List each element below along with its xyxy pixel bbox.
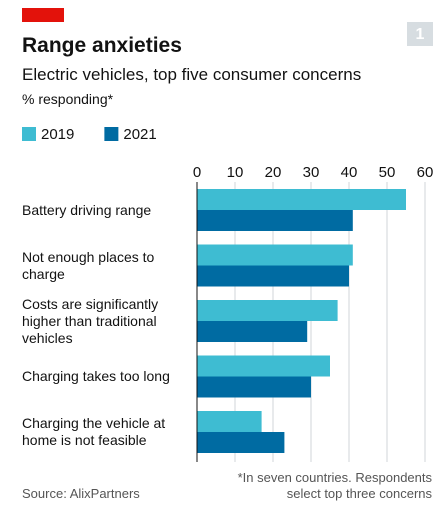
bar — [197, 432, 285, 453]
bar — [197, 321, 308, 342]
category-label-wrap: Charging takes too long — [22, 350, 194, 404]
legend-swatch — [22, 127, 36, 141]
bar — [197, 244, 353, 266]
category-label-box: Battery driving range — [22, 183, 194, 237]
badge-label: 1 — [416, 26, 425, 43]
legend-label: 2019 — [41, 126, 74, 143]
legend-label: 2021 — [123, 126, 156, 143]
x-tick-label: 40 — [341, 164, 358, 181]
category-label: Costs are significantly higher than trad… — [22, 295, 159, 346]
category-label-box: Charging takes too long — [22, 350, 194, 404]
chart-title: Range anxieties — [22, 34, 182, 57]
category-label-box: Not enough places to charge — [22, 239, 194, 293]
category-label-wrap: Not enough places to charge — [22, 239, 194, 293]
badge — [407, 22, 433, 46]
footnote: *In seven countries. Respondents select t… — [238, 470, 433, 501]
x-tick-label: 50 — [379, 164, 396, 181]
category-label: Not enough places to charge — [22, 248, 155, 282]
bar — [197, 355, 330, 377]
legend-swatch — [104, 127, 119, 141]
bar — [197, 189, 406, 210]
bar — [197, 411, 262, 432]
unit-label: % responding* — [22, 91, 114, 107]
brand-tag — [22, 8, 64, 22]
category-label-box: Charging the vehicle at home is not feas… — [22, 405, 194, 459]
bar — [197, 376, 311, 398]
x-tick-label: 60 — [417, 164, 434, 181]
category-label-box: Costs are significantly higher than trad… — [22, 294, 194, 348]
x-tick-label: 0 — [193, 164, 201, 181]
category-label-wrap: Charging the vehicle at home is not feas… — [22, 405, 194, 459]
category-label: Charging the vehicle at home is not feas… — [22, 415, 166, 448]
category-label-wrap: Costs are significantly higher than trad… — [22, 294, 194, 348]
bar — [197, 300, 338, 321]
category-label: Charging takes too long — [22, 368, 170, 384]
source: Source: AlixPartners — [22, 486, 140, 501]
chart-subtitle: Electric vehicles, top five consumer con… — [22, 65, 361, 84]
x-tick-label: 30 — [303, 164, 320, 181]
x-tick-label: 10 — [227, 164, 244, 181]
bar — [197, 210, 353, 231]
category-label-wrap: Battery driving range — [22, 183, 194, 237]
bar — [197, 265, 349, 287]
x-tick-label: 20 — [265, 164, 282, 181]
category-label: Battery driving range — [22, 201, 152, 218]
